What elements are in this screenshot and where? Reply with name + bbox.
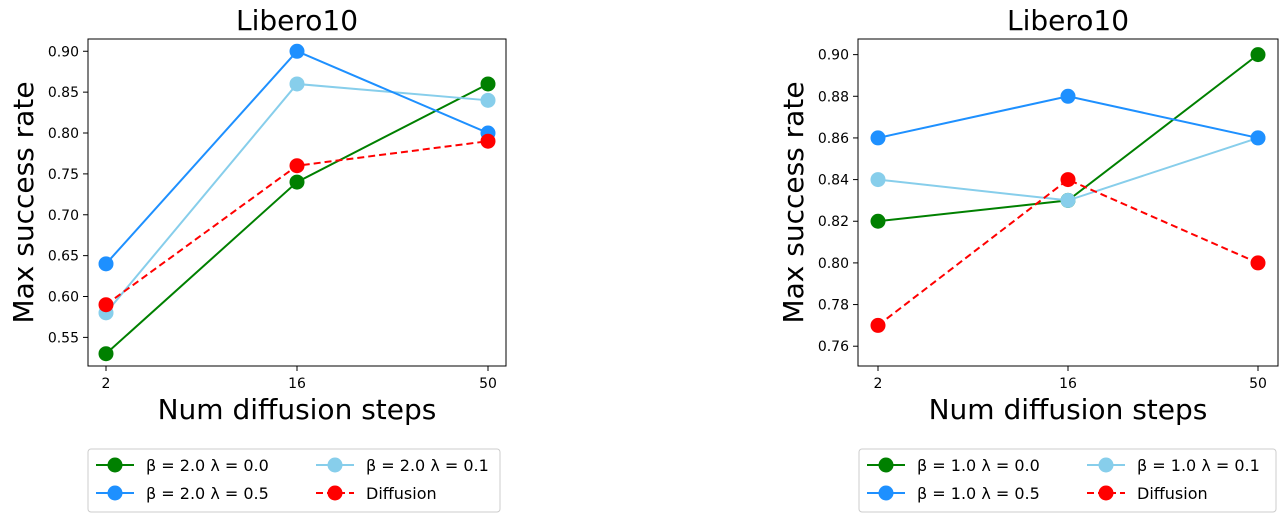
y-tick-label: 0.82	[818, 214, 849, 230]
data-point	[870, 130, 886, 146]
legend-marker	[878, 457, 894, 473]
legend-marker	[1098, 485, 1114, 501]
x-tick-label: 50	[479, 376, 497, 392]
data-point	[870, 172, 886, 188]
data-point	[480, 92, 496, 108]
y-tick-label: 0.85	[48, 85, 79, 101]
legend-item: β = 1.0 λ = 0.0	[867, 456, 1040, 475]
legend-label: Diffusion	[366, 484, 437, 503]
data-point	[289, 174, 305, 190]
data-point	[1060, 88, 1076, 104]
x-axis-label: Num diffusion steps	[158, 393, 437, 426]
y-tick-label: 0.55	[48, 330, 79, 346]
legend-marker	[107, 485, 123, 501]
x-tick-label: 2	[874, 376, 883, 392]
legend-item: Diffusion	[316, 484, 437, 503]
legend-label: β = 1.0 λ = 0.5	[917, 484, 1040, 503]
y-tick-label: 0.65	[48, 249, 79, 265]
data-point	[98, 346, 114, 362]
y-tick-label: 0.76	[818, 339, 849, 355]
x-axis-label: Num diffusion steps	[929, 393, 1208, 426]
y-tick-label: 0.86	[818, 131, 849, 147]
data-point	[1250, 47, 1266, 63]
legend-label: β = 2.0 λ = 0.1	[366, 456, 489, 475]
y-tick-label: 0.90	[48, 44, 79, 60]
chart-title: Libero10	[1007, 4, 1129, 37]
legend-marker	[878, 485, 894, 501]
series-2	[870, 130, 1266, 208]
series-line	[877, 136, 1259, 202]
series-3	[870, 88, 1266, 146]
series-line	[105, 82, 489, 314]
data-point	[289, 43, 305, 59]
legend-item: β = 1.0 λ = 0.1	[1087, 456, 1260, 475]
series-line	[877, 178, 1259, 327]
chart-title: Libero10	[236, 4, 358, 37]
legend: β = 2.0 λ = 0.0 β = 2.0 λ = 0.5 β = 2.0 λ …	[87, 448, 501, 513]
x-tick-label: 2	[102, 376, 111, 392]
y-tick-label: 0.90	[818, 48, 849, 64]
x-tick-label: 16	[1059, 376, 1077, 392]
legend-label: β = 2.0 λ = 0.5	[146, 484, 269, 503]
series-4	[870, 172, 1266, 333]
series-3	[98, 43, 496, 272]
data-point	[289, 158, 305, 174]
data-point	[480, 133, 496, 149]
legend-box	[87, 448, 501, 513]
data-point	[98, 297, 114, 313]
legend-marker	[327, 485, 343, 501]
data-point	[289, 76, 305, 92]
legend-item: β = 2.0 λ = 0.0	[96, 456, 269, 475]
legend-label: Diffusion	[1137, 484, 1208, 503]
data-point	[1250, 130, 1266, 146]
data-point	[1060, 192, 1076, 208]
legend-item: Diffusion	[1087, 484, 1208, 503]
data-point	[870, 317, 886, 333]
y-tick-label: 0.80	[818, 256, 849, 272]
legend: β = 1.0 λ = 0.0 β = 1.0 λ = 0.5 β = 1.0 λ …	[858, 448, 1277, 513]
legend-label: β = 1.0 λ = 0.0	[917, 456, 1040, 475]
data-point	[870, 213, 886, 229]
y-tick-label: 0.88	[818, 89, 849, 105]
series-2	[98, 76, 496, 321]
chart-panel-2: Libero10 2 16 50 0.76 0.78 0.80 0.82 0.84 0.86 0.8…	[777, 4, 1279, 513]
y-axis-label: Max success rate	[7, 81, 40, 323]
data-point	[480, 76, 496, 92]
series-4	[98, 133, 496, 313]
legend-item: β = 1.0 λ = 0.5	[867, 484, 1040, 503]
data-point	[1250, 255, 1266, 271]
y-tick-label: 0.80	[48, 126, 79, 142]
x-tick-label: 50	[1249, 376, 1267, 392]
legend-label: β = 2.0 λ = 0.0	[146, 456, 269, 475]
y-tick-label: 0.70	[48, 208, 79, 224]
x-tick-label: 16	[288, 376, 306, 392]
series-line	[105, 83, 489, 355]
y-axis-label: Max success rate	[777, 81, 810, 323]
legend-marker	[1098, 457, 1114, 473]
legend-marker	[327, 457, 343, 473]
legend-marker	[107, 457, 123, 473]
series-1	[98, 76, 496, 362]
y-tick-label: 0.75	[48, 167, 79, 183]
data-point	[1060, 172, 1076, 188]
y-tick-label: 0.78	[818, 298, 849, 314]
legend-item: β = 2.0 λ = 0.1	[316, 456, 489, 475]
legend-label: β = 1.0 λ = 0.1	[1137, 456, 1260, 475]
y-tick-label: 0.84	[818, 173, 849, 189]
chart-panel-1: Libero10 2 16 50 0.55 0.60 0.65 0.70 0.75 0.80 0.8…	[7, 4, 507, 513]
legend-item: β = 2.0 λ = 0.5	[96, 484, 269, 503]
legend-box	[858, 448, 1277, 513]
y-tick-label: 0.60	[48, 290, 79, 306]
data-point	[98, 256, 114, 272]
